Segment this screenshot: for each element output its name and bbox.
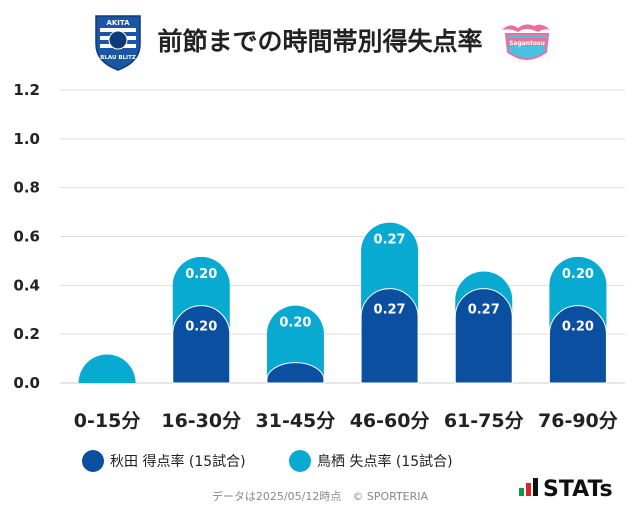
bar-akita-base-2 [266,362,325,384]
legend-item-tosu: 鳥栖 失点率 (15試合) [289,450,453,472]
grid [60,89,625,384]
legend-label-tosu: 鳥栖 失点率 (15試合) [317,453,453,470]
legend-item-akita: 秋田 得点率 (15試合) [82,450,246,472]
bar-tosu-2 [266,305,324,383]
y-axis: 1.2 1.0 0.8 0.6 0.4 0.2 0.0 [13,81,40,392]
bar-akita-1 [172,305,231,384]
y-tick-label: 0.4 [13,276,40,294]
bar-akita-4 [454,288,513,384]
legend-swatch-akita [82,450,104,472]
bar-akita-3 [360,288,419,384]
y-tick-label: 1.2 [13,81,40,99]
sagan-tosu-emblem-icon: Sagantosu [502,24,550,60]
bar-akita-5 [548,305,607,384]
x-tick-label: 61-75分 [444,410,524,432]
data-label-tosu-3: 0.27 [374,233,406,248]
y-tick-label: 0.8 [13,179,40,197]
x-tick-label: 0-15分 [74,410,141,432]
legend-label-akita: 秋田 得点率 (15試合) [110,453,246,470]
stats-brand-text: STATs [543,477,613,502]
x-tick-label: 31-45分 [256,410,336,432]
y-tick-label: 1.0 [13,130,40,148]
stats-bars-icon [519,478,538,496]
akita-logo-bottom-text: BLAU BLITZ [100,55,136,61]
x-tick-label: 46-60分 [350,410,430,432]
x-tick-label: 16-30分 [161,410,241,432]
stats-brand: STATs [519,477,613,502]
data-label-tosu-5: 0.20 [562,267,594,282]
akita-logo-top-text: AKITA [106,19,130,27]
data-label-akita-1: 0.20 [185,320,217,335]
x-tick-label: 76-90分 [538,410,618,432]
legend: 秋田 得点率 (15試合) 鳥栖 失点率 (15試合) [82,450,453,472]
data-label-akita-5: 0.20 [562,320,594,335]
akita-blaublitz-emblem-icon: AKITA BLAU BLITZ [95,15,141,71]
data-label-akita-3: 0.27 [374,303,406,318]
y-tick-label: 0.0 [13,374,40,392]
y-tick-label: 0.2 [13,325,40,343]
bars: 0.20 0.20 0.20 0.27 0.27 0.27 0.20 0.20 [78,222,607,384]
data-label-tosu-2: 0.20 [279,316,311,331]
tosu-logo-text: Sagantosu [509,40,545,47]
y-tick-label: 0.6 [13,228,40,246]
data-label-tosu-1: 0.20 [185,267,217,282]
data-label-akita-4: 0.27 [468,303,500,318]
bar-tosu-0 [78,354,136,383]
footer-note: データは2025/05/12時点 © SPORTERIA [212,489,429,503]
x-axis: 0-15分 16-30分 31-45分 46-60分 61-75分 76-90分 [74,410,618,432]
chart-title: 前節までの時間帯別得失点率 [157,27,482,56]
legend-swatch-tosu [289,450,311,472]
